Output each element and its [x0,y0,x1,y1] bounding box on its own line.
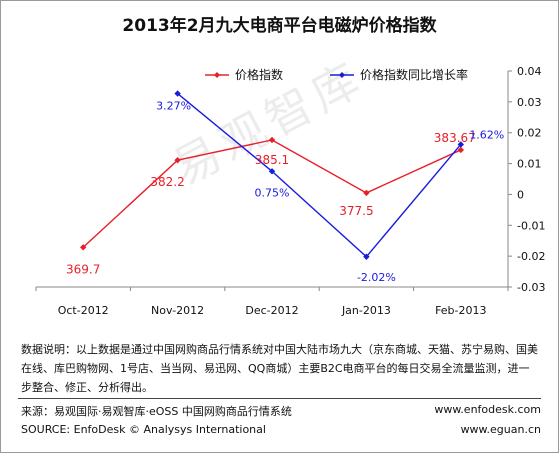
data-label-price-index: 382.2 [150,175,184,189]
data-label-growth-rate: 1.62% [469,128,504,141]
data-label-growth-rate: 3.27% [156,100,191,113]
series-line-1 [177,92,462,258]
series-point-1 [457,141,464,148]
legend-label: 价格指数同比增长率 [360,67,468,82]
data-label-price-index: 383.67 [434,131,476,145]
source-cn: 来源：易观国际·易观智库·eOSS 中国网购商品行情系统 [21,405,292,418]
source-en: SOURCE: EnfoDesk © Analysys Internationa… [21,423,266,436]
right-axis-tick-label: 0.01 [517,158,542,171]
right-axis-tick-label: -0.03 [517,281,545,294]
data-label-price-index: 377.5 [339,204,373,218]
data-label-growth-rate: 0.75% [255,186,290,199]
series-point-0 [174,156,181,164]
right-axis-tick-label: 0 [517,188,524,201]
right-axis-tick-label: 0.02 [517,127,542,140]
right-axis-tick-label: 0.03 [517,96,542,109]
url-enfodesk[interactable]: www.enfodesk.com [434,403,541,416]
series-point-0 [268,136,276,144]
series-point-0 [80,244,87,251]
data-label-price-index: 385.1 [255,153,289,167]
data-label-growth-rate: -2.02% [357,271,396,284]
chart-canvas: 0.04 0.03 0.02 0.01 0 -0.01 -0.02 -0.03 Oct-2012… [35,65,545,317]
x-axis-tick-label: Oct-2012 [58,304,109,317]
legend-swatch-marker [214,72,220,78]
x-axis-tick-label: Feb-2013 [435,304,486,317]
data-label-price-index: 369.7 [66,262,100,276]
series-point-0 [457,146,464,154]
series-point-1 [174,90,181,97]
url-eguan[interactable]: www.eguan.cn [460,423,541,436]
chart-title: 2013年2月九大电商平台电磁炉价格指数 [122,16,437,36]
footer-divider [18,398,541,399]
series-point-0 [363,189,370,197]
x-axis-tick-label: Nov-2012 [151,304,204,317]
data-description: 数据说明：以上数据是通过中国网购商品行情系统对中国大陆市场九大（京东商城、天猫、… [21,343,538,394]
right-axis-tick-label: -0.01 [517,219,545,232]
right-axis-tick-label: 0.04 [517,65,542,78]
right-axis-tick-label: -0.02 [517,250,545,263]
x-axis-tick-label: Dec-2012 [245,304,298,317]
series-point-1 [268,168,276,175]
series-point-1 [363,253,370,260]
x-axis-tick-label: Jan-2013 [341,304,391,317]
legend-swatch-marker [339,72,345,78]
legend-label: 价格指数 [235,67,283,82]
